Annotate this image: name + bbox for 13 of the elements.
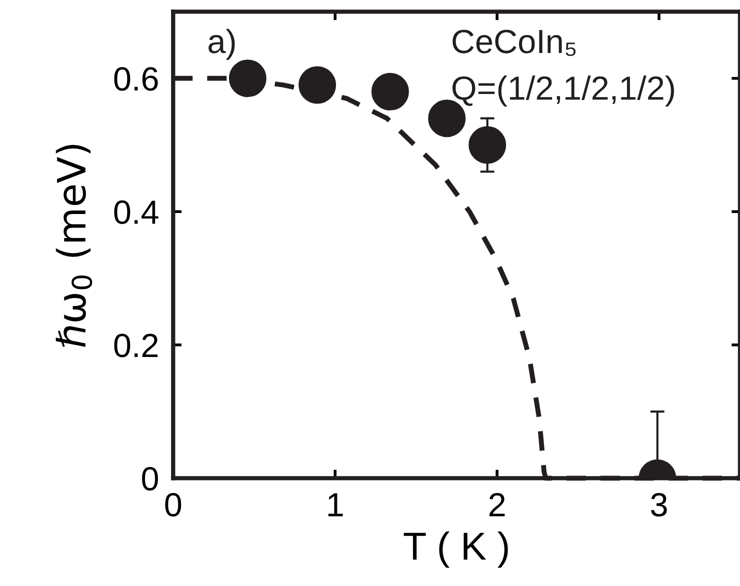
annotation: a) bbox=[208, 28, 235, 60]
y-tick-label: 0.6 bbox=[114, 67, 158, 91]
x-tick-label: 0 bbox=[165, 492, 182, 517]
x-axis-title: T ( K ) bbox=[404, 531, 508, 568]
x-tick-label: 1 bbox=[328, 493, 343, 516]
annotation: CeCoIn₅ bbox=[452, 30, 576, 56]
y-tick-label: 0.2 bbox=[114, 334, 158, 358]
annotation: Q=(1/2,1/2,1/2) bbox=[452, 75, 674, 107]
y-tick-label: 0.4 bbox=[114, 200, 158, 224]
y-axis-title: ℏω$_{0}$ (meV) bbox=[56, 144, 92, 347]
y-tick-label: 0 bbox=[142, 466, 158, 491]
x-tick-label: 2 bbox=[489, 492, 505, 516]
x-tick-label: 3 bbox=[651, 492, 667, 517]
